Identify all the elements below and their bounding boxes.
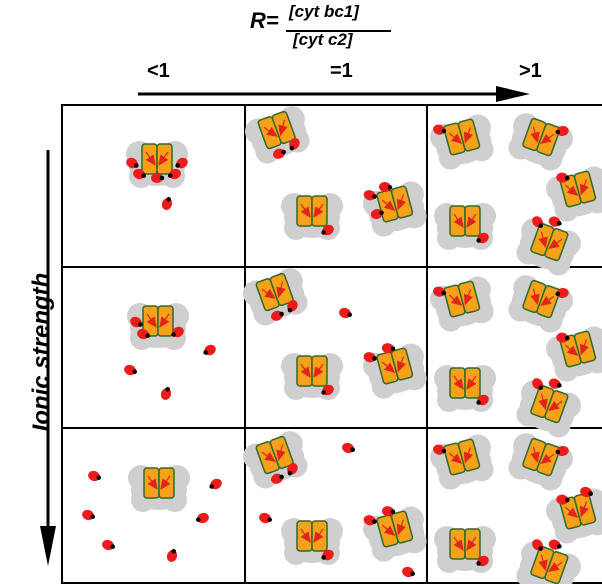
cyt-c2-bound — [137, 328, 150, 340]
cyt-bc1-complex — [522, 437, 569, 477]
cyt-bc1-complex — [143, 467, 175, 499]
cyt-c2-bound — [126, 157, 139, 169]
ionic-axis-arrowhead — [40, 526, 56, 566]
cyt-c2-bound — [270, 473, 284, 484]
cyt-bc1-complex — [126, 143, 188, 183]
cyt-c2-bound — [133, 168, 146, 180]
ratio-tick-greater: >1 — [519, 60, 542, 82]
cyt-c2-free — [209, 478, 222, 490]
cyt-c2-bound — [433, 286, 447, 297]
cyt-bc1-complex — [530, 539, 569, 584]
ratio-symbol: R= — [250, 8, 279, 33]
cyt-c2-free — [102, 539, 115, 551]
cyt-c2-bound — [556, 172, 570, 183]
cyt-c2-bound — [532, 539, 544, 551]
cyt-c2-bound — [168, 168, 181, 180]
cyt-c2-bound — [370, 208, 384, 220]
cyt-c2-bound — [555, 125, 569, 137]
cyt-c2-bound — [379, 181, 393, 192]
cyt-c2-free — [580, 486, 593, 498]
cyt-c2-bound — [287, 300, 298, 313]
cyt-bc1-complex — [296, 355, 334, 396]
cyt-c2-bound — [556, 494, 570, 505]
cyt-c2-bound — [433, 444, 447, 455]
cyt-c2-bound — [363, 352, 377, 363]
cyt-bc1-complex — [296, 520, 334, 561]
cyt-c2-bound — [548, 216, 562, 227]
cyt-c2-bound — [363, 515, 377, 526]
cyt-c2-bound — [476, 232, 489, 244]
cyt-c2-bound — [321, 224, 334, 236]
cyt-c2-bound — [555, 287, 569, 299]
cyt-bc1-complex — [363, 343, 414, 385]
cyt-c2-bound — [130, 316, 143, 328]
cyt-c2-bound — [555, 445, 569, 457]
grid — [61, 104, 602, 584]
cyt-bc1-complex — [255, 272, 298, 321]
cyt-c2-free — [166, 549, 178, 562]
ratio-denominator: [cyt c2] — [293, 30, 353, 49]
cyt-c2-bound — [532, 378, 544, 390]
cyt-bc1-complex — [433, 438, 481, 476]
cyt-bc1-complex — [556, 170, 597, 208]
ratio-numerator: [cyt bc1] — [289, 2, 359, 21]
cyt-c2-bound — [556, 332, 570, 343]
cyt-c2-free — [196, 512, 209, 524]
cyt-bc1-complex — [363, 506, 414, 548]
cyt-c2-free — [203, 344, 216, 356]
cyt-c2-bound — [289, 138, 300, 151]
cyt-c2-bound — [272, 148, 286, 159]
cyt-c2-free — [88, 470, 101, 482]
cyt-c2-bound — [321, 549, 334, 561]
cyt-bc1-complex — [530, 216, 569, 262]
cyt-c2-bound — [321, 384, 334, 396]
cyt-c2-bound — [381, 343, 396, 354]
cyt-c2-bound — [287, 463, 298, 476]
cyt-bc1-complex — [449, 205, 489, 244]
cyt-c2-bound — [151, 173, 165, 183]
ratio-tick-equal: =1 — [330, 60, 353, 82]
cyt-c2-bound — [270, 310, 284, 321]
cyt-c2-free — [259, 512, 272, 524]
cyt-bc1-complex — [433, 118, 481, 156]
cyt-c2-free — [124, 364, 137, 376]
ratio-axis-arrowhead — [496, 86, 530, 102]
cyt-bc1-complex — [530, 378, 569, 424]
cyt-bc1-complex — [257, 110, 300, 159]
cyt-c2-bound — [363, 190, 377, 201]
cyt-c2-bound — [548, 539, 562, 550]
cyt-bc1-complex — [556, 492, 597, 530]
cyt-c2-free — [82, 509, 95, 521]
cyt-c2-bound — [476, 394, 489, 406]
cyt-bc1-complex — [522, 279, 569, 319]
cyt-bc1-complex — [296, 195, 334, 236]
cyt-bc1-complex — [363, 181, 414, 223]
cyt-c2-bound — [548, 378, 562, 389]
cyt-bc1-complex — [130, 305, 184, 340]
cyt-bc1-complex — [255, 435, 298, 484]
cyt-c2-free — [161, 197, 173, 210]
cyt-c2-bound — [476, 555, 489, 567]
cyt-bc1-complex — [522, 117, 569, 157]
cyt-c2-bound — [433, 124, 447, 135]
ratio-tick-less: <1 — [147, 60, 170, 82]
cyt-bc1-complex — [449, 528, 489, 567]
cyt-bc1-complex — [556, 330, 597, 368]
cyt-c2-free — [342, 442, 355, 454]
cyt-c2-bound — [381, 506, 396, 517]
cyt-c2-bound — [171, 326, 184, 338]
cyt-bc1-complex — [433, 280, 481, 318]
cyt-c2-free — [160, 387, 172, 400]
cyt-c2-bound — [532, 216, 544, 228]
cyt-bc1-complex — [449, 367, 489, 406]
cyt-c2-free — [402, 566, 415, 578]
cyt-c2-bound — [175, 157, 188, 169]
cyt-c2-free — [339, 307, 352, 319]
